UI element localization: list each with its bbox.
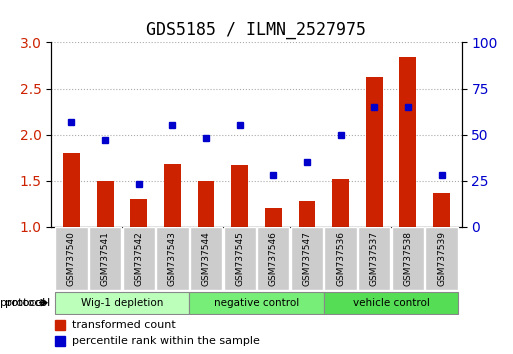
Bar	[433, 193, 450, 227]
Text: GSM737540: GSM737540	[67, 231, 76, 286]
Bar	[164, 164, 181, 227]
Text: transformed count: transformed count	[72, 320, 175, 330]
FancyBboxPatch shape	[425, 227, 458, 290]
Bar	[265, 208, 282, 227]
Bar	[299, 201, 315, 227]
Text: Wig-1 depletion: Wig-1 depletion	[81, 298, 163, 308]
Text: GSM737546: GSM737546	[269, 231, 278, 286]
FancyBboxPatch shape	[156, 227, 189, 290]
Text: negative control: negative control	[214, 298, 299, 308]
FancyBboxPatch shape	[392, 227, 424, 290]
FancyBboxPatch shape	[123, 227, 155, 290]
FancyBboxPatch shape	[358, 227, 390, 290]
Text: GSM737537: GSM737537	[370, 231, 379, 286]
Text: GSM737547: GSM737547	[303, 231, 311, 286]
FancyBboxPatch shape	[89, 227, 121, 290]
Bar	[97, 181, 113, 227]
Text: GSM737544: GSM737544	[202, 231, 210, 286]
Text: protocol: protocol	[5, 298, 50, 308]
Text: GSM737542: GSM737542	[134, 231, 143, 286]
Bar	[130, 199, 147, 227]
Text: vehicle control: vehicle control	[352, 298, 429, 308]
Text: GSM737538: GSM737538	[403, 231, 412, 286]
FancyBboxPatch shape	[257, 227, 289, 290]
FancyBboxPatch shape	[55, 227, 88, 290]
FancyBboxPatch shape	[190, 227, 222, 290]
FancyBboxPatch shape	[189, 292, 324, 314]
Text: protocol: protocol	[0, 298, 45, 308]
Bar	[63, 153, 80, 227]
Text: GSM737541: GSM737541	[101, 231, 110, 286]
Bar	[332, 179, 349, 227]
Bar	[400, 57, 416, 227]
Text: GSM737545: GSM737545	[235, 231, 244, 286]
Text: GSM737539: GSM737539	[437, 231, 446, 286]
FancyBboxPatch shape	[324, 227, 357, 290]
Text: GSM737536: GSM737536	[336, 231, 345, 286]
FancyBboxPatch shape	[324, 292, 458, 314]
FancyBboxPatch shape	[55, 292, 189, 314]
Bar	[366, 78, 383, 227]
Bar	[231, 165, 248, 227]
FancyBboxPatch shape	[224, 227, 256, 290]
Text: GDS5185 / ILMN_2527975: GDS5185 / ILMN_2527975	[147, 21, 366, 39]
FancyBboxPatch shape	[291, 227, 323, 290]
Bar	[198, 181, 214, 227]
Text: percentile rank within the sample: percentile rank within the sample	[72, 336, 260, 346]
Text: GSM737543: GSM737543	[168, 231, 177, 286]
